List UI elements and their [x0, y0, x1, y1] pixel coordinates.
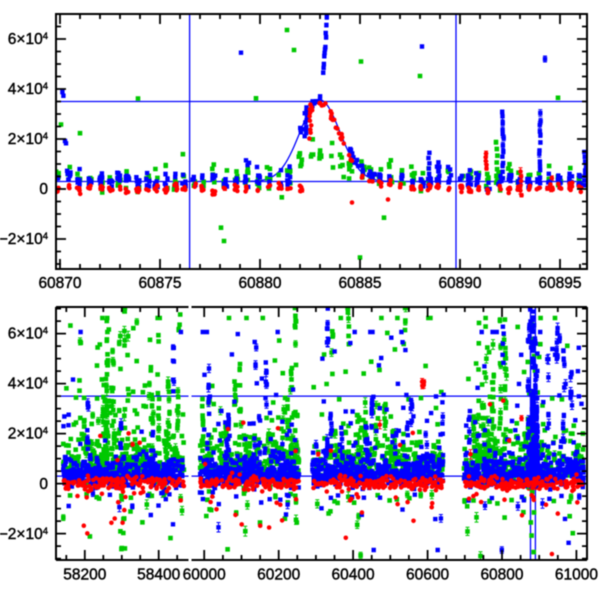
svg-text:60000: 60000 — [183, 567, 226, 584]
svg-text:0: 0 — [39, 181, 48, 198]
svg-text:2×104: 2×104 — [8, 131, 48, 148]
svg-text:60875: 60875 — [138, 275, 181, 292]
svg-text:6×104: 6×104 — [8, 326, 48, 343]
svg-text:60600: 60600 — [406, 567, 449, 584]
svg-text:0: 0 — [39, 476, 48, 493]
svg-text:60895: 60895 — [538, 275, 581, 292]
svg-text:60870: 60870 — [38, 275, 81, 292]
svg-text:2×104: 2×104 — [8, 426, 48, 443]
svg-text:58400: 58400 — [137, 567, 180, 584]
svg-text:60880: 60880 — [238, 275, 281, 292]
svg-text:6×104: 6×104 — [8, 31, 48, 48]
svg-text:60885: 60885 — [338, 275, 381, 292]
svg-text:58200: 58200 — [63, 567, 106, 584]
svg-text:60400: 60400 — [332, 567, 375, 584]
svg-text:60890: 60890 — [438, 275, 481, 292]
svg-text:4×104: 4×104 — [8, 81, 48, 98]
svg-text:60800: 60800 — [480, 567, 523, 584]
svg-text:61000: 61000 — [555, 567, 598, 584]
svg-text:−2×104: −2×104 — [0, 526, 48, 543]
svg-text:60200: 60200 — [257, 567, 300, 584]
svg-text:4×104: 4×104 — [8, 376, 48, 393]
svg-text:−2×104: −2×104 — [0, 231, 48, 248]
